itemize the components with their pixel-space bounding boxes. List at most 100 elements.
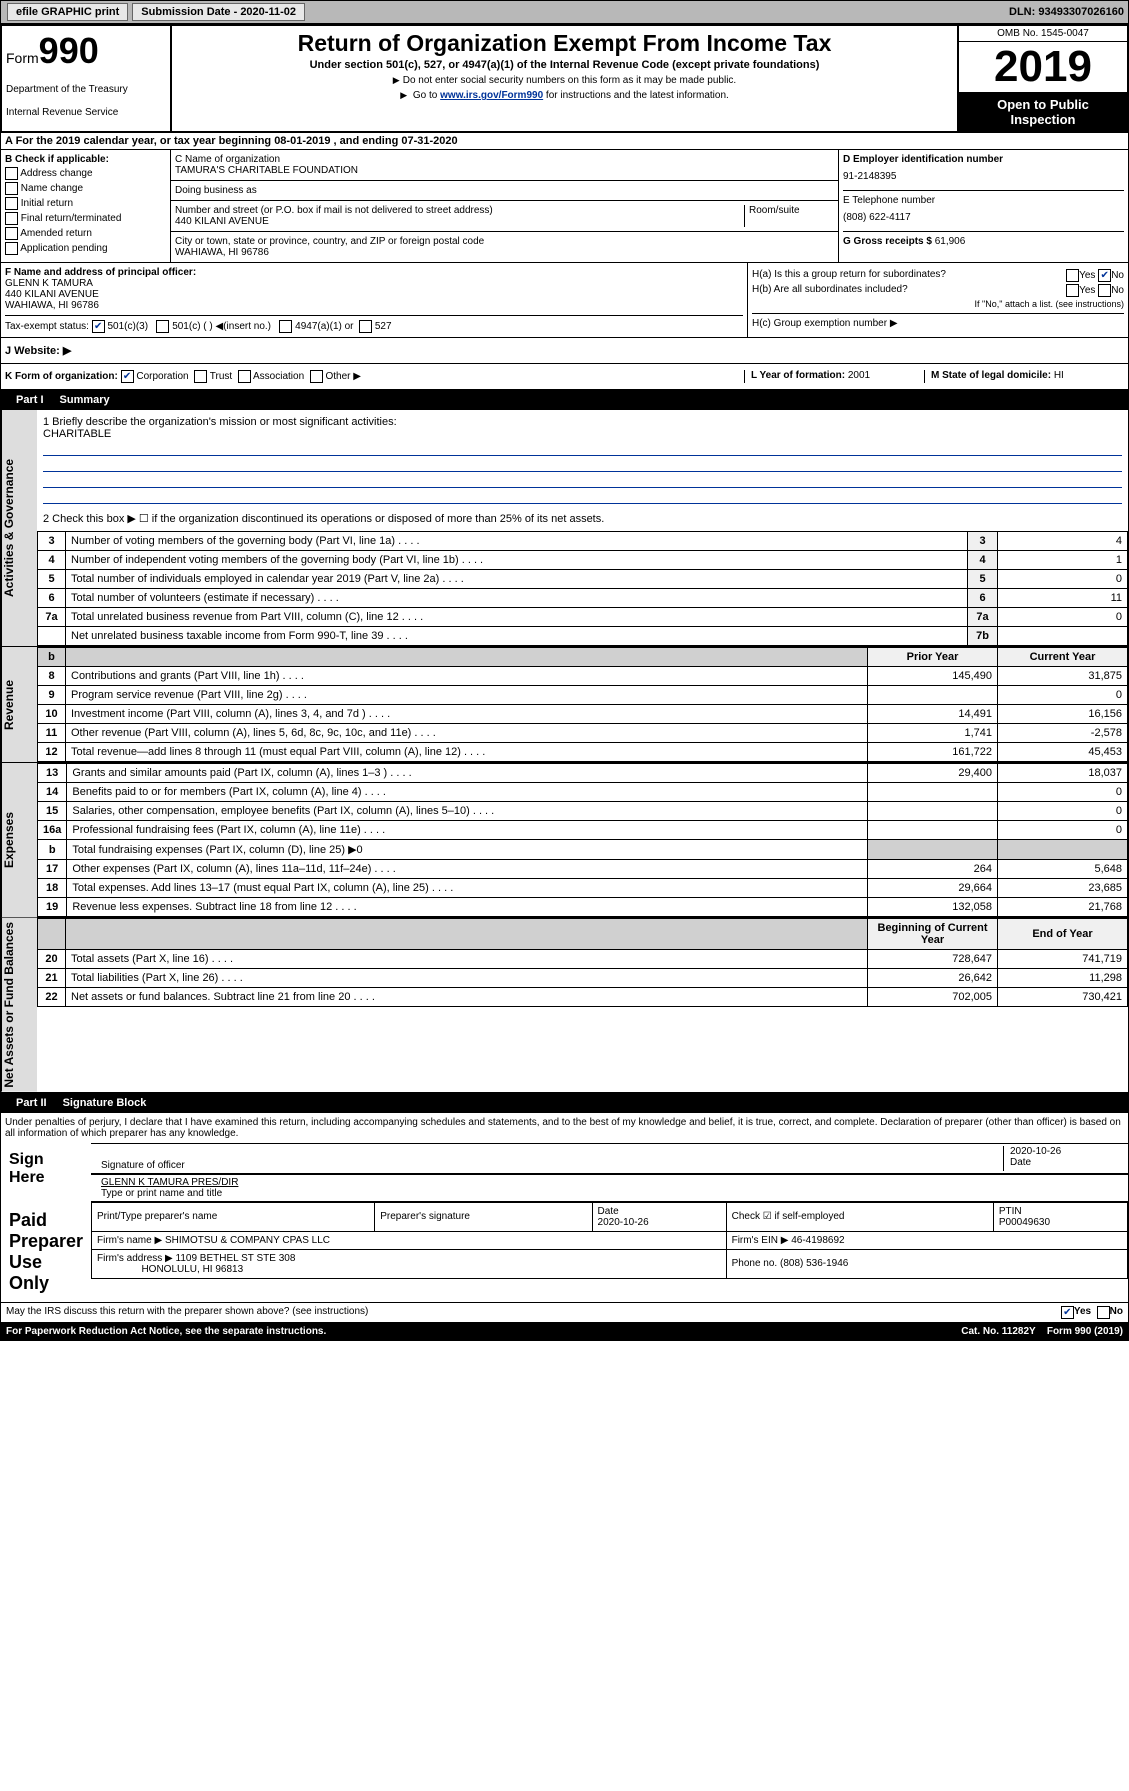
discuss-no: No [1110, 1306, 1123, 1319]
row-j-website: J Website: ▶ [0, 338, 1129, 364]
cb-other[interactable] [310, 370, 323, 383]
l-label: L Year of formation: [751, 370, 845, 381]
expenses-table: 13Grants and similar amounts paid (Part … [37, 763, 1128, 917]
hb-no[interactable] [1098, 284, 1111, 297]
form-footer: Form 990 (2019) [1047, 1326, 1123, 1337]
hb-label: H(b) Are all subordinates included? [752, 284, 908, 297]
discuss-no-cb[interactable] [1097, 1306, 1110, 1319]
phone-label: E Telephone number [843, 195, 1124, 206]
governance-tab: Activities & Governance [1, 410, 37, 646]
form-number: 990 [39, 30, 99, 71]
preparer-side-label: Paid Preparer Use Only [1, 1202, 91, 1302]
ha-no[interactable] [1098, 269, 1111, 282]
row-klm: K Form of organization: Corporation Trus… [0, 364, 1129, 390]
submission-date[interactable]: Submission Date - 2020-11-02 [132, 3, 305, 21]
hb-yes[interactable] [1066, 284, 1079, 297]
instr2: Go to www.irs.gov/Form990 for instructio… [180, 90, 949, 101]
ha-label: H(a) Is this a group return for subordin… [752, 269, 946, 282]
firm-addr2: HONOLULU, HI 96813 [141, 1264, 243, 1275]
revenue-section: Revenue bPrior YearCurrent Year8Contribu… [0, 647, 1129, 763]
dept2: Internal Revenue Service [6, 107, 166, 118]
501c3: 501(c)(3) [107, 321, 148, 332]
box-c: C Name of organization TAMURA'S CHARITAB… [171, 150, 838, 262]
section-a: A For the 2019 calendar year, or tax yea… [0, 133, 1129, 150]
part1-bar: Part I Summary [0, 390, 1129, 410]
open-public-badge: Open to Public Inspection [959, 93, 1127, 131]
officer-addr1: 440 KILANI AVENUE [5, 289, 743, 300]
sign-here-label: Sign Here [1, 1143, 91, 1202]
4947: 4947(a)(1) or [295, 321, 353, 332]
efile-label[interactable]: efile GRAPHIC print [7, 3, 128, 21]
box-b: B Check if applicable: Address change Na… [1, 150, 171, 262]
pra-notice: For Paperwork Reduction Act Notice, see … [6, 1326, 326, 1337]
cb-4947[interactable] [279, 320, 292, 333]
ein-val: 91-2148395 [843, 171, 1124, 182]
street: 440 KILANI AVENUE [175, 216, 744, 227]
cb-app-pending[interactable]: Application pending [5, 242, 166, 255]
part1-label: Part I [8, 392, 52, 408]
revenue-table: bPrior YearCurrent Year8Contributions an… [37, 647, 1128, 762]
cb-501c3[interactable] [92, 320, 105, 333]
omb-number: OMB No. 1545-0047 [959, 26, 1127, 42]
firm-addr1: 1109 BETHEL ST STE 308 [176, 1253, 296, 1264]
revenue-tab: Revenue [1, 647, 37, 762]
part2-bar: Part II Signature Block [0, 1093, 1129, 1113]
dept1: Department of the Treasury [6, 84, 166, 95]
cb-address-change[interactable]: Address change [5, 167, 166, 180]
tax-exempt-label: Tax-exempt status: [5, 321, 89, 332]
part2-title: Signature Block [63, 1097, 147, 1109]
cb-name-change[interactable]: Name change [5, 182, 166, 195]
dln: DLN: 93493307026160 [1009, 6, 1124, 18]
gross-label: G Gross receipts $ [843, 236, 932, 247]
room-label: Room/suite [744, 205, 834, 227]
mission-q: 1 Briefly describe the organization's mi… [43, 416, 1122, 428]
street-label: Number and street (or P.O. box if mail i… [175, 205, 744, 216]
k-label: K Form of organization: [5, 371, 118, 382]
527: 527 [375, 321, 392, 332]
cb-assoc[interactable] [238, 370, 251, 383]
discuss-yes: Yes [1074, 1306, 1091, 1319]
expenses-section: Expenses 13Grants and similar amounts pa… [0, 763, 1129, 918]
phone-label2: Phone no. [732, 1258, 778, 1269]
box-deg: D Employer identification number 91-2148… [838, 150, 1128, 262]
gross-val: 61,906 [935, 236, 966, 247]
city: WAHIAWA, HI 96786 [175, 247, 484, 258]
ha-yes[interactable] [1066, 269, 1079, 282]
sign-date: 2020-10-26 [1010, 1146, 1061, 1157]
org-name: TAMURA'S CHARITABLE FOUNDATION [175, 165, 834, 176]
perjury-text: Under penalties of perjury, I declare th… [1, 1113, 1128, 1143]
discuss-row: May the IRS discuss this return with the… [0, 1303, 1129, 1323]
cb-corp[interactable] [121, 370, 134, 383]
firm-ein: 46-4198692 [791, 1235, 844, 1246]
sign-name-label: Type or print name and title [101, 1188, 222, 1199]
sign-date-label: Date [1010, 1157, 1031, 1168]
irs-link[interactable]: www.irs.gov/Form990 [440, 90, 543, 101]
ein-label: D Employer identification number [843, 154, 1124, 165]
sig-officer-label: Signature of officer [101, 1160, 185, 1171]
part2-label: Part II [8, 1095, 55, 1111]
netassets-table: Beginning of Current YearEnd of Year20To… [37, 918, 1128, 1007]
preparer-table: Print/Type preparer's name Preparer's si… [91, 1202, 1128, 1279]
prep-h4: Check ☑ if self-employed [726, 1202, 993, 1231]
dba-label: Doing business as [175, 185, 257, 196]
hc-label: H(c) Group exemption number ▶ [752, 313, 1124, 329]
cb-527[interactable] [359, 320, 372, 333]
cb-initial-return[interactable]: Initial return [5, 197, 166, 210]
instr2-pre: Go to [413, 90, 440, 101]
discuss-yes-cb[interactable] [1061, 1306, 1074, 1319]
prep-date: 2020-10-26 [598, 1217, 649, 1228]
org-name-label: C Name of organization [175, 154, 834, 165]
cb-trust[interactable] [194, 370, 207, 383]
cat-no: Cat. No. 11282Y [961, 1326, 1035, 1337]
cb-501c[interactable] [156, 320, 169, 333]
tax-year: 2019 [959, 42, 1127, 93]
footer-bar: For Paperwork Reduction Act Notice, see … [0, 1323, 1129, 1341]
cb-final-return[interactable]: Final return/terminated [5, 212, 166, 225]
cb-amended[interactable]: Amended return [5, 227, 166, 240]
officer-addr2: WAHIAWA, HI 96786 [5, 300, 743, 311]
form-header: Form990 Department of the Treasury Inter… [0, 24, 1129, 133]
prep-ptin: P00049630 [999, 1217, 1050, 1228]
phone-val: (808) 622-4117 [843, 212, 1124, 223]
ein-label: Firm's EIN ▶ [732, 1235, 789, 1246]
prep-h2: Preparer's signature [375, 1202, 592, 1231]
